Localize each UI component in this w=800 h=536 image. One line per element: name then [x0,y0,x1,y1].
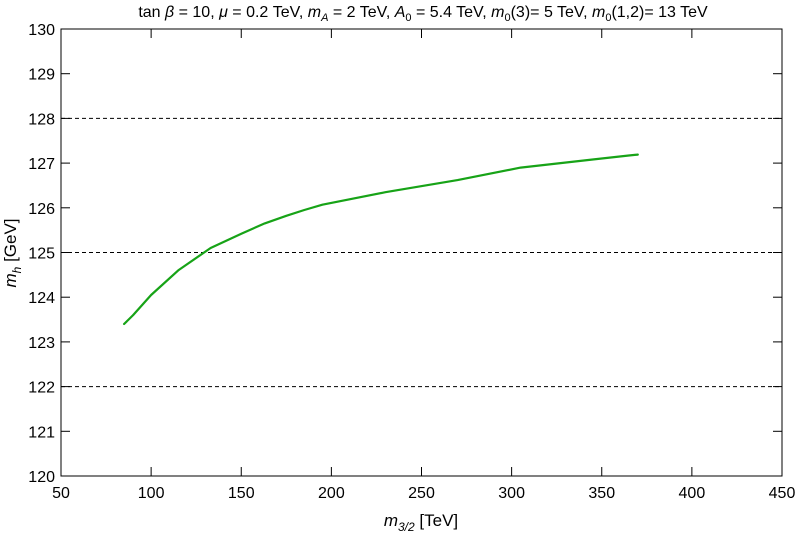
x-tick-label: 350 [588,485,615,502]
x-tick-label: 50 [52,485,70,502]
reference-lines [61,117,782,388]
y-tick-label: 123 [28,335,55,352]
y-tick-label: 127 [28,156,55,173]
x-tick-label: 300 [498,485,525,502]
x-tick-label: 400 [679,485,706,502]
plot-frame [60,28,783,477]
series-line-mh [122,153,639,326]
x-tick-label: 200 [318,485,345,502]
x-axis-label: m3/2 [TeV] [384,511,458,534]
x-tick-label: 450 [769,485,796,502]
y-tick-label: 128 [28,111,55,128]
y-tick-label: 122 [28,380,55,397]
y-tick-label: 129 [28,67,55,84]
x-tick-label: 100 [138,485,165,502]
y-tick-label: 120 [28,469,55,486]
x-tick-label: 150 [228,485,255,502]
y-tick-label: 124 [28,290,55,307]
series-layer [122,153,639,326]
chart-title: tan β = 10, μ = 0.2 TeV, mA = 2 TeV, A0 … [138,4,708,24]
y-tick-label: 121 [28,424,55,441]
axis-ticks [60,28,783,477]
y-tick-label: 126 [28,201,55,218]
y-axis-label: mh [GeV] [1,218,24,287]
y-tick-label: 125 [28,246,55,263]
axis-tick-labels: 50 100 150 200 250 300 350 400 450 120 121 122 123 12… [28,22,795,502]
y-tick-label: 130 [28,22,55,39]
x-tick-label: 250 [408,485,435,502]
